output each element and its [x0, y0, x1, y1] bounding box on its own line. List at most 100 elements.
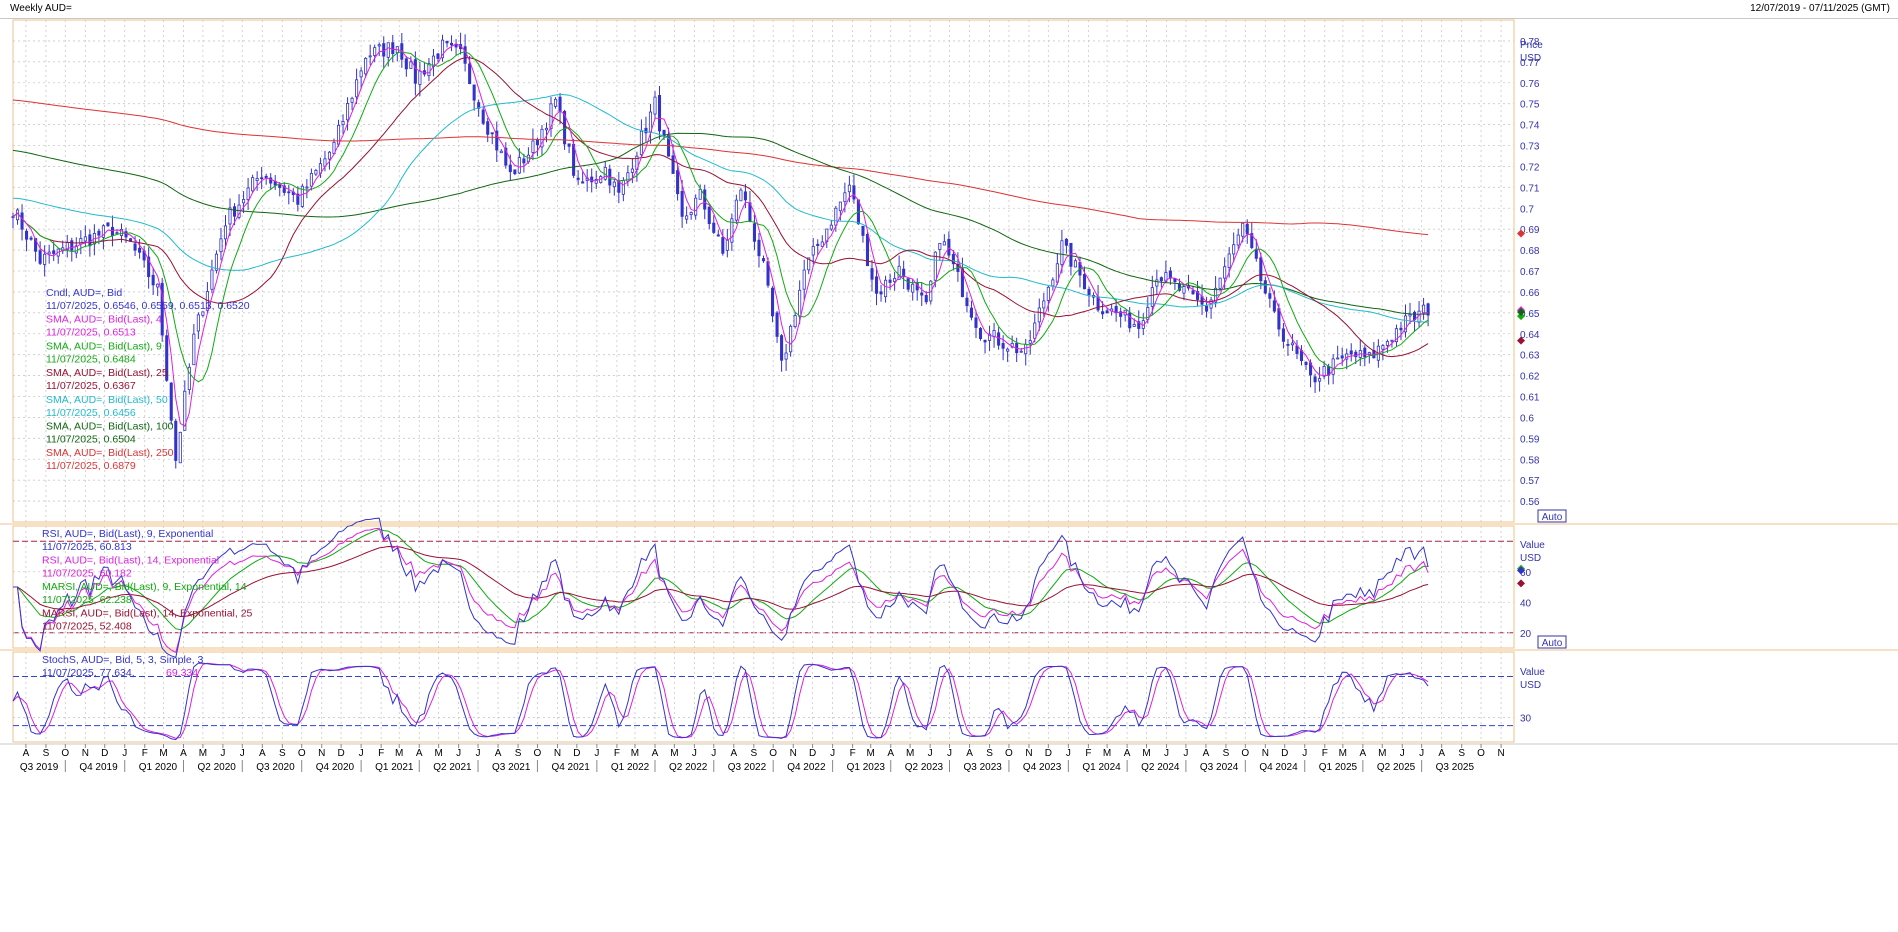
candle-body [327, 151, 332, 160]
candle-body [739, 189, 743, 202]
y-tick-label: 0.76 [1520, 79, 1540, 90]
candle-body [1037, 307, 1041, 323]
candle-body [436, 53, 440, 59]
candle-body [721, 237, 725, 254]
candle-body [1195, 291, 1200, 300]
x-month-label: M [159, 748, 167, 759]
candle-body [101, 225, 105, 238]
x-month-label: D [1045, 748, 1052, 759]
candle-body [1024, 343, 1028, 355]
rsi-value-marker [1517, 579, 1525, 588]
y-tick-label: 0.72 [1520, 162, 1540, 173]
x-quarter-label: Q3 2022 [728, 762, 767, 773]
y-tick-label: 0.69 [1520, 225, 1540, 236]
auto-scale-button[interactable] [1537, 509, 1567, 523]
candle-body [680, 191, 684, 217]
candle-body [1105, 310, 1109, 314]
candle-body [214, 253, 218, 271]
candle-body [1304, 362, 1308, 365]
x-quarter-label: Q2 2022 [669, 762, 708, 773]
x-month-label: J [594, 748, 599, 759]
candle-body [1182, 286, 1186, 294]
candle-body [246, 187, 250, 200]
candle-body [251, 177, 255, 192]
candle-body [1426, 303, 1430, 316]
x-quarter-label: Q3 2023 [964, 762, 1003, 773]
candle-body [1290, 342, 1294, 346]
candle-body [563, 111, 567, 145]
candle-body [1381, 345, 1385, 350]
candle-body [703, 189, 707, 210]
candle-body [1318, 378, 1322, 382]
stoch-legend-value: 11/07/2025, 77.634, [42, 667, 135, 679]
value-marker [1517, 229, 1525, 238]
candle-body [707, 206, 711, 224]
stoch-axis-unit: USD [1520, 680, 1541, 691]
rsi-auto-scale-button[interactable] [1537, 635, 1567, 649]
candle-body [1191, 290, 1195, 295]
candle-body [454, 44, 458, 48]
candle-body [196, 314, 200, 332]
candle-body [902, 268, 906, 278]
candle-body [1299, 350, 1304, 362]
candle-body [834, 207, 838, 226]
candle-body [811, 245, 815, 256]
candle-body [874, 276, 879, 294]
candle-body [861, 225, 865, 236]
candle-body [1268, 293, 1272, 299]
candle-body [978, 328, 983, 340]
x-month-label: J [1400, 748, 1405, 759]
x-month-label: J [947, 748, 952, 759]
candle-body [255, 178, 259, 182]
candle-body [1322, 366, 1326, 377]
candle-body [1331, 358, 1335, 375]
rsi-legend-value: 11/07/2025, 60.813 [42, 541, 132, 553]
marsi-14-line [13, 545, 1429, 618]
candle-body [590, 176, 594, 183]
x-month-label: S [1223, 748, 1230, 759]
candle-body [716, 234, 720, 237]
x-quarter-label: Q4 2023 [1023, 762, 1062, 773]
candle-body [947, 238, 951, 256]
candle-body [440, 39, 445, 59]
x-month-label: J [122, 748, 127, 759]
auto-scale-label: Auto [1542, 512, 1563, 523]
sma-9-line [12, 51, 1429, 383]
x-quarter-label: Q1 2023 [847, 762, 886, 773]
candle-body [450, 42, 454, 46]
candle-body [20, 212, 24, 230]
candle-body [1168, 270, 1172, 279]
candle-body [147, 256, 151, 278]
candle-body [1155, 279, 1159, 287]
candle-body [553, 98, 558, 107]
candle-body [119, 229, 124, 236]
rsi-auto-scale-label: Auto [1542, 638, 1563, 649]
candle-body [445, 41, 449, 44]
candle-body [1087, 288, 1091, 296]
candle-body [843, 192, 847, 203]
sma-25-line [12, 57, 1429, 358]
candle-body [499, 150, 503, 154]
y-tick-label: 0.73 [1520, 142, 1540, 153]
candle-body [106, 222, 110, 227]
price-legend-value: 11/07/2025, 0.6456 [46, 407, 136, 419]
candle-body [689, 212, 693, 216]
candle-body [463, 46, 467, 64]
candle-body [676, 170, 680, 195]
candle-body [807, 257, 811, 271]
sma-100-line [12, 132, 1429, 315]
stoch-legend-name: StochS, AUD=, Bid, 5, 3, Simple, 3 [42, 654, 204, 666]
y-tick-label: 0.65 [1520, 309, 1540, 320]
candle-body [508, 164, 512, 173]
candle-body [382, 43, 386, 57]
candle-body [25, 230, 29, 240]
candle-body [1336, 357, 1340, 360]
y-tick-label: 0.68 [1520, 246, 1540, 257]
x-quarter-label: Q4 2019 [79, 762, 118, 773]
candle-body [386, 42, 390, 58]
x-month-label: A [887, 748, 894, 759]
x-month-label: M [395, 748, 403, 759]
candle-body [816, 243, 820, 246]
rsi-legend-name: RSI, AUD=, Bid(Last), 14, Exponential [42, 555, 219, 567]
